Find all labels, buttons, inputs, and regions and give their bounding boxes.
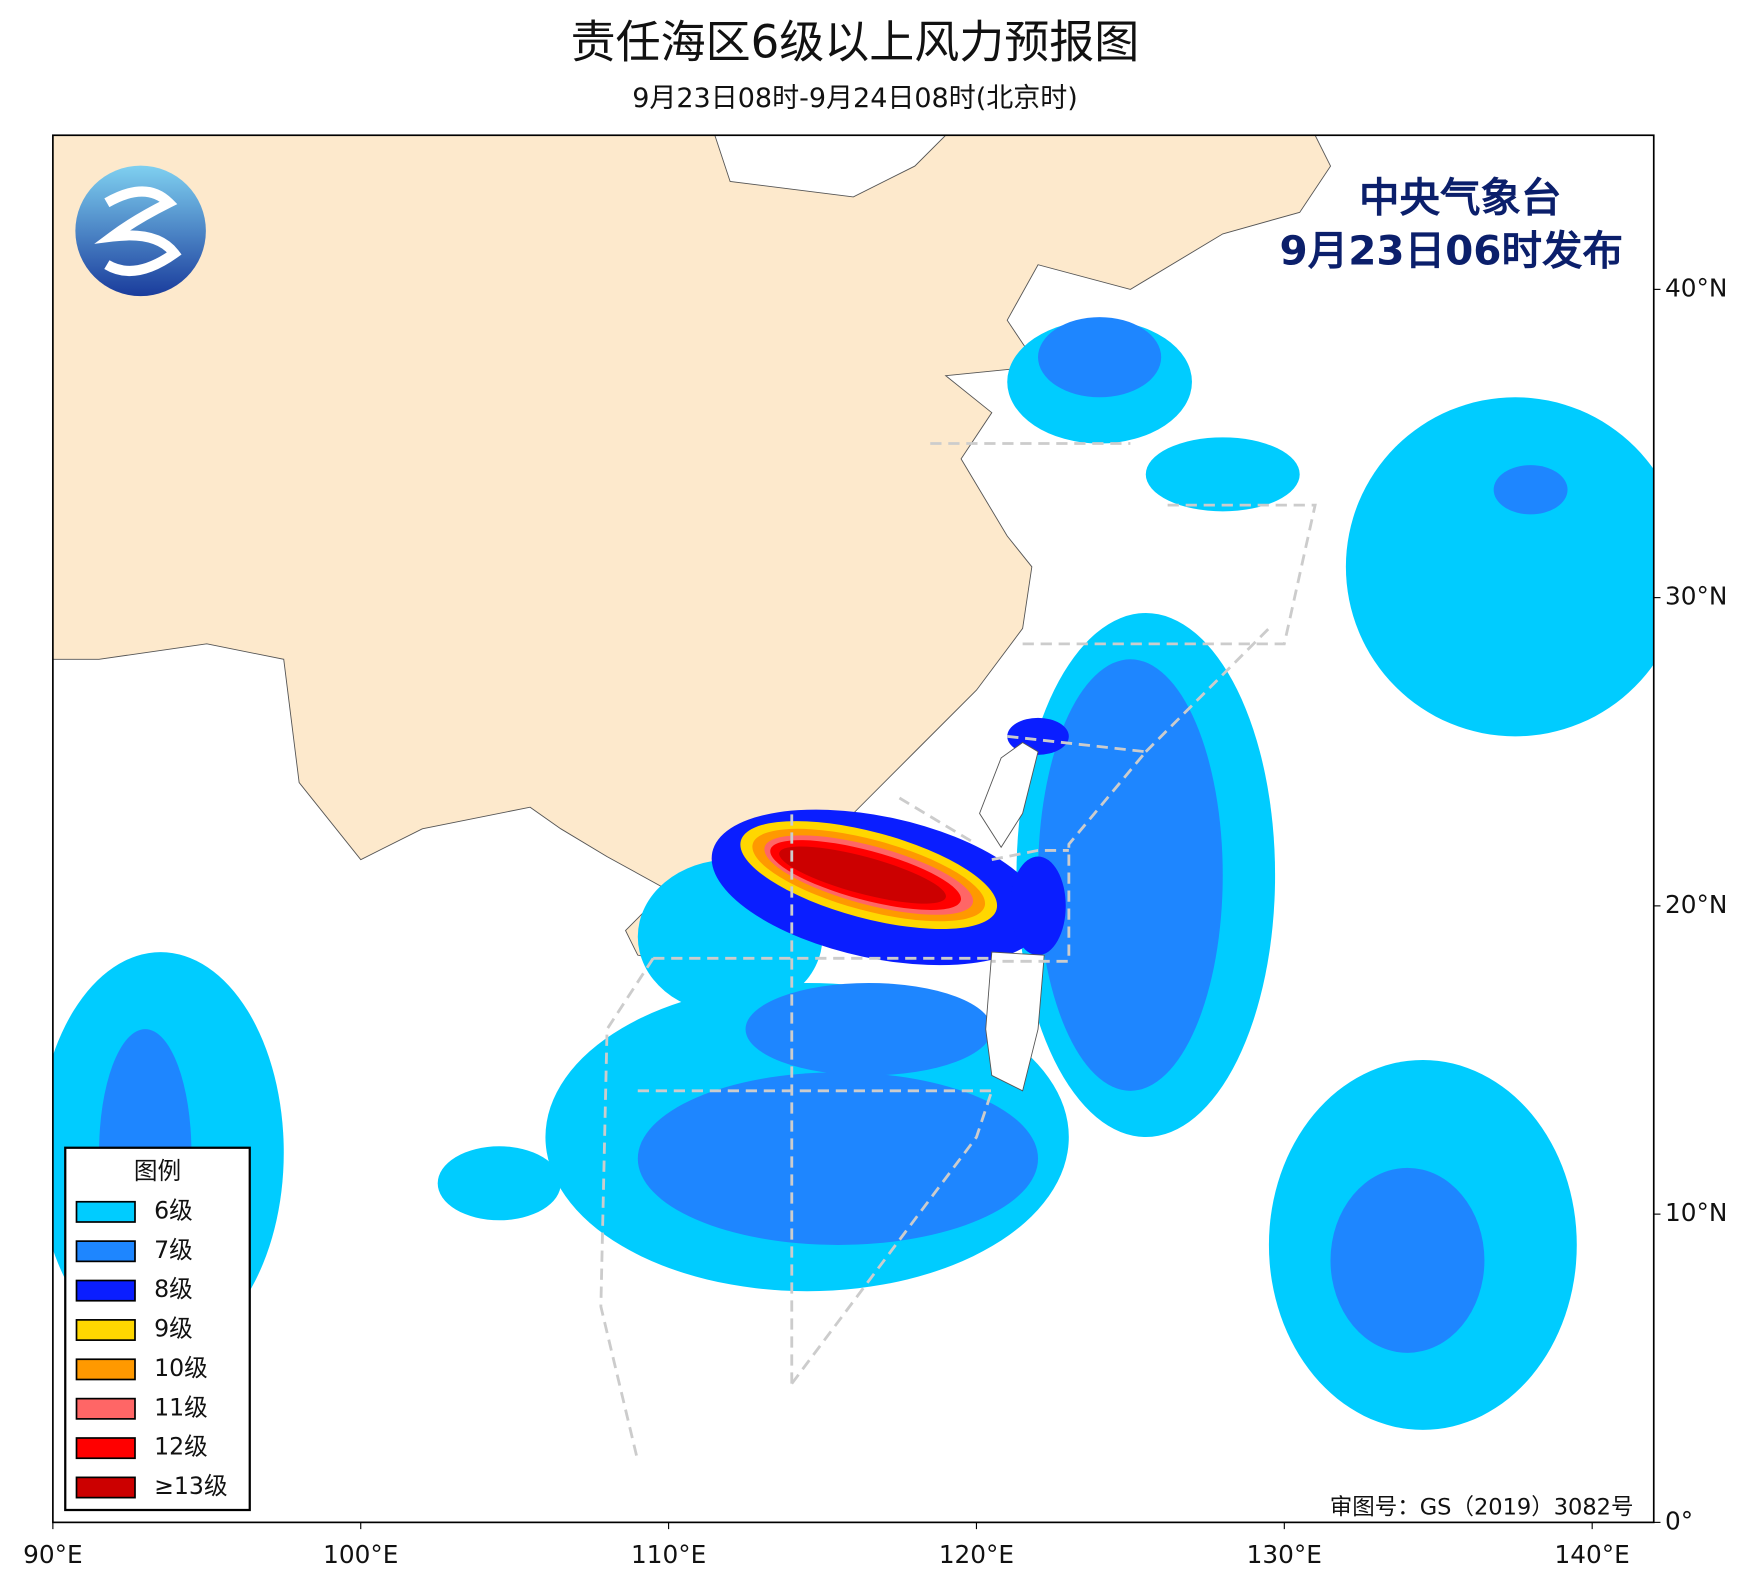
legend-label: 6级 [154,1196,193,1224]
legend-swatch [75,1437,136,1460]
legend: 图例 6级 7级 8级 9级 10级 11级 12级 ≥13级 [64,1146,251,1512]
wind-area [1038,659,1223,1091]
land-china [52,135,1332,892]
map-frame [52,134,1655,1524]
wind-area [1145,437,1300,512]
sea-area-boundary [790,1090,994,1385]
legend-swatch [75,1319,136,1341]
y-tick-label: 0° [1665,1506,1693,1535]
wind-area [1038,317,1162,398]
sea-area-boundary [898,796,978,846]
legend-swatch [75,1397,136,1420]
issuer-agency: 中央气象台 [1359,174,1562,222]
sea-area-boundary [599,957,655,1462]
sea-area-boundary [991,849,1069,862]
wind-area [1010,856,1066,956]
wind-area [779,846,946,904]
wind-area [1345,397,1654,737]
y-tick-label: 40°N [1665,273,1727,302]
x-tick-label: 110°E [631,1540,706,1569]
legend-label: 10级 [154,1354,208,1382]
land-luzon [985,951,1045,1092]
wind-area [745,982,992,1076]
x-tick-label: 140°E [1555,1540,1630,1569]
map-area [52,135,1654,1523]
x-tick-label: 120°E [939,1540,1014,1569]
legend-label: 7级 [154,1236,193,1264]
approval-number: 审图号：GS（2019）3082号 [1330,1494,1634,1520]
legend-label: ≥13级 [154,1472,227,1500]
wind-area [1493,465,1568,515]
x-tick-label: 130°E [1247,1540,1322,1569]
x-tick-label: 90°E [23,1540,83,1569]
title: 责任海区6级以上风力预报图 [571,15,1140,68]
wind-area [437,1146,561,1221]
legend-swatch [75,1240,136,1263]
logo [75,165,206,297]
x-tick-label: 100°E [323,1540,398,1569]
y-tick-label: 30°N [1665,582,1727,611]
sea-area-boundary [991,734,1149,963]
logo-glyph [94,186,182,276]
legend-swatch [75,1279,136,1302]
legend-title: 图例 [134,1157,181,1185]
y-tick-label: 20°N [1665,890,1727,919]
issuer-time: 9月23日06时发布 [1280,226,1623,274]
legend-label: 11级 [154,1393,208,1421]
wind-area [1330,1167,1485,1353]
logo-circle [75,165,206,297]
subtitle: 9月23日08时-9月24日08时(北京时) [632,83,1078,114]
legend-label: 12级 [154,1433,208,1461]
y-tick-label: 10°N [1665,1198,1727,1227]
legend-swatch [75,1358,136,1381]
legend-label: 9级 [154,1315,193,1343]
wind-area [637,1072,1039,1245]
legend-label: 8级 [154,1275,193,1303]
legend-swatch [75,1476,136,1499]
sea-area-boundary [1022,503,1317,646]
sea-area-boundary [1144,627,1270,753]
legend-swatch [75,1200,136,1223]
land-taiwan [979,741,1039,849]
